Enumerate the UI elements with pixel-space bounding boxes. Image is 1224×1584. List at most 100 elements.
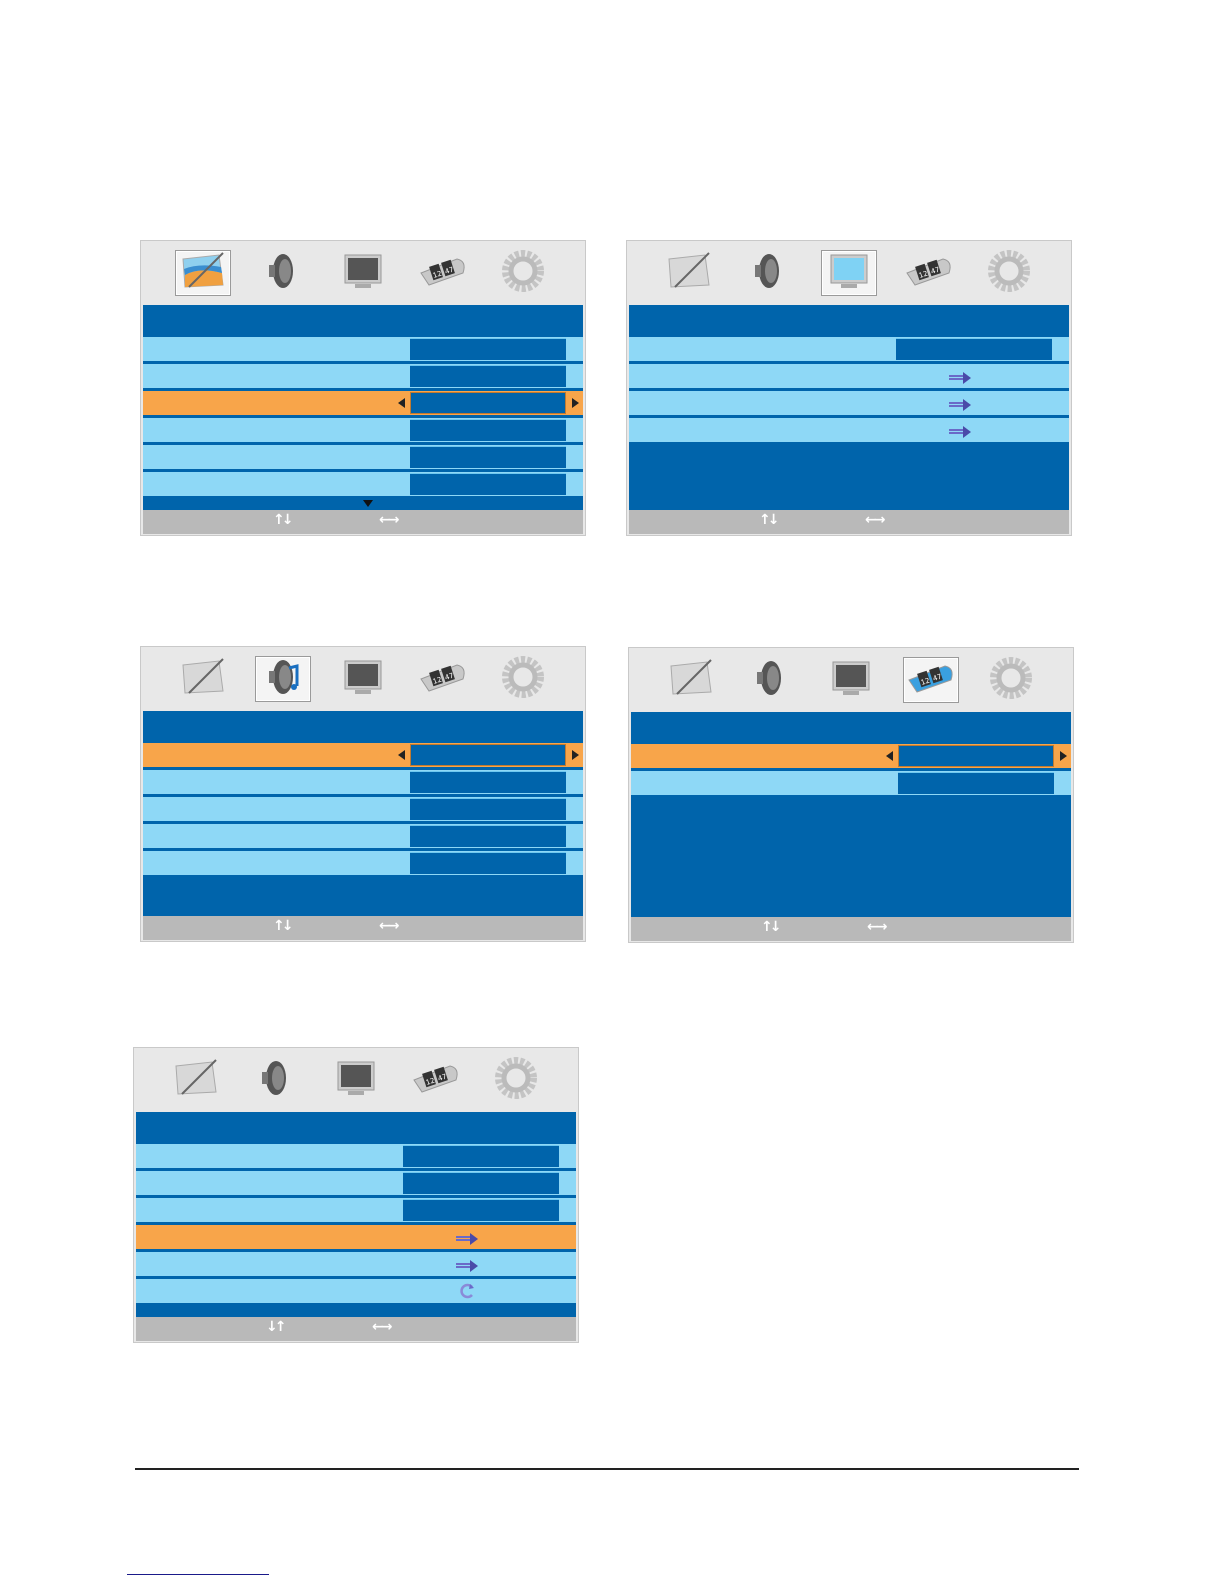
clock-minute-label: 47 [444,266,455,276]
menu-row[interactable] [143,797,583,821]
tab-picture[interactable] [168,1057,224,1103]
menu-row[interactable] [136,1279,576,1303]
menu-row[interactable] [143,743,583,767]
monitor-icon [827,251,871,295]
menu-row[interactable] [136,1252,576,1276]
value-field[interactable] [410,798,566,820]
left-arrow-icon[interactable] [398,750,405,760]
footer-link-underline[interactable] [127,1574,269,1575]
menu-footer: ↑↓ ←→ [631,917,1071,941]
tab-speaker[interactable] [248,1057,304,1103]
menu-row[interactable] [631,744,1071,768]
tab-gear[interactable] [488,1057,544,1103]
value-field[interactable] [410,825,566,847]
tab-picture[interactable] [663,657,719,703]
value-field[interactable] [410,473,566,495]
monitor-icon [341,657,385,701]
tab-speaker[interactable] [255,250,311,296]
menu-row[interactable] [629,418,1069,442]
value-field[interactable] [410,771,566,793]
tab-speaker[interactable] [255,656,311,702]
picture-icon [667,658,715,702]
right-arrow-icon[interactable] [1060,751,1067,761]
tab-gear[interactable] [981,250,1037,296]
up-down-arrows-icon: ↑↓ [273,512,294,528]
menu-row[interactable] [143,418,583,442]
menu-row[interactable] [143,472,583,496]
tab-monitor[interactable] [823,657,879,703]
menu-body [143,711,583,916]
tab-clock[interactable]: 12 47 [408,1057,464,1103]
tab-monitor[interactable] [335,656,391,702]
value-field[interactable] [896,338,1052,360]
menu-row[interactable] [136,1171,576,1195]
menu-row[interactable] [629,364,1069,388]
value-field[interactable] [410,365,566,387]
tab-picture[interactable] [661,250,717,296]
setup-menu: 12 47 ↓↑ ←→ [133,1047,579,1343]
value-field[interactable] [410,744,566,766]
enter-arrow-icon [456,1257,478,1276]
value-field[interactable] [403,1199,559,1221]
left-right-arrows-icon: ←→ [379,918,400,934]
menu-row[interactable] [143,445,583,469]
clock-hour-label: 12 [425,1077,436,1087]
value-field[interactable] [403,1172,559,1194]
clock-minute-label: 47 [932,673,943,683]
value-field[interactable] [410,852,566,874]
menu-row[interactable] [143,364,583,388]
sound-menu: 12 47 ↑↓ ←→ [140,646,586,942]
menu-body [143,305,583,510]
value-field[interactable] [410,392,566,414]
speaker-icon [263,656,303,702]
menu-row[interactable] [143,851,583,875]
tab-gear[interactable] [495,656,551,702]
right-arrow-icon[interactable] [572,750,579,760]
tab-monitor[interactable] [821,250,877,296]
value-field[interactable] [898,745,1054,767]
value-field[interactable] [403,1145,559,1167]
left-arrow-icon[interactable] [886,751,893,761]
tab-gear[interactable] [495,250,551,296]
clock-minute-label: 47 [437,1073,448,1083]
clock-minute-label: 47 [444,672,455,682]
speaker-icon [749,250,789,296]
clock-hour-label: 12 [920,677,931,687]
value-field[interactable] [410,338,566,360]
menu-row[interactable] [143,337,583,361]
menu-row[interactable] [629,391,1069,415]
left-right-arrows-icon: ←→ [372,1319,393,1335]
enter-arrow-icon [949,396,971,415]
tab-clock[interactable]: 12 47 [901,250,957,296]
value-field[interactable] [898,772,1054,794]
menu-tab-bar: 12 47 [141,241,585,305]
right-arrow-icon[interactable] [572,398,579,408]
tab-picture[interactable] [175,656,231,702]
tab-gear[interactable] [983,657,1039,703]
tab-clock[interactable]: 12 47 [415,250,471,296]
speaker-icon [751,657,791,703]
tab-picture[interactable] [175,250,231,296]
menu-row[interactable] [143,824,583,848]
scroll-down-icon[interactable] [363,500,373,507]
menu-row[interactable] [136,1198,576,1222]
menu-row[interactable] [143,391,583,415]
up-down-arrows-icon: ↑↓ [759,512,780,528]
tab-clock[interactable]: 12 47 [903,657,959,703]
menu-row[interactable] [631,771,1071,795]
menu-row[interactable] [136,1144,576,1168]
enter-arrow-icon [456,1230,478,1249]
tab-monitor[interactable] [328,1057,384,1103]
menu-row[interactable] [629,337,1069,361]
tab-clock[interactable]: 12 47 [415,656,471,702]
tab-speaker[interactable] [743,657,799,703]
tab-speaker[interactable] [741,250,797,296]
value-field[interactable] [410,446,566,468]
clock-hour-label: 12 [432,676,443,686]
menu-row[interactable] [143,770,583,794]
value-field[interactable] [410,419,566,441]
menu-row[interactable] [136,1225,576,1249]
tab-monitor[interactable] [335,250,391,296]
left-right-arrows-icon: ←→ [379,512,400,528]
left-arrow-icon[interactable] [398,398,405,408]
